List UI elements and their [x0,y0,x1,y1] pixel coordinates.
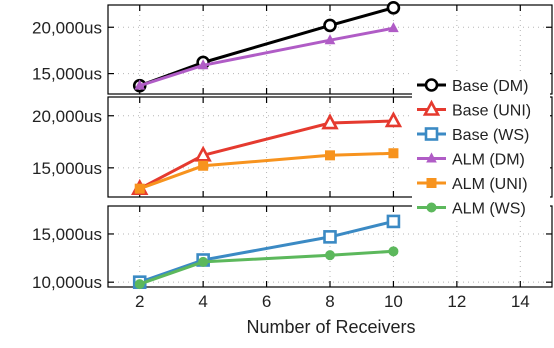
data-point [426,152,437,163]
data-point [194,145,212,162]
legend: Base (DM) Base (UNI) Base (WS) ALM (DM) ALM … [412,72,550,218]
data-point [323,18,337,33]
legend-item-alm_ws: ALM (WS) [417,201,526,218]
data-point [388,246,399,257]
legend-label: Base (DM) [452,78,528,95]
data-point [388,148,399,159]
data-point [386,214,401,229]
legend-label: ALM (DM) [452,152,525,169]
legend-label: ALM (UNI) [452,176,528,193]
legend-label: ALM (WS) [452,201,526,218]
legend-background [412,72,550,218]
y-tick-label: 10,000us [32,273,102,292]
x-tick-label: 6 [262,292,271,311]
data-point [198,160,209,171]
legend-label: Base (WS) [452,127,529,144]
x-tick-label: 2 [135,292,144,311]
legend-item-alm_uni: ALM (UNI) [417,176,528,193]
series-alm_uni [134,148,399,194]
y-tick-label: 20,000us [32,18,102,37]
series-line [139,219,394,284]
data-point [422,99,441,116]
x-tick-label: 14 [511,292,530,311]
series-line [139,26,394,88]
data-point [323,230,337,244]
data-point [426,202,437,213]
x-tick-label: 12 [447,292,466,311]
data-point [134,183,145,194]
data-point [134,279,145,290]
y-tick-label: 20,000us [32,107,102,126]
panel-bottom: 10,000us 15,000us [32,205,553,292]
data-point [384,111,403,128]
legend-item-base_ws: Base (WS) [417,127,529,144]
y-tick-label: 15,000us [32,65,102,84]
legend-label: Base (UNI) [452,103,531,120]
series-line [139,119,394,191]
data-point [134,79,146,90]
x-tick-label: 8 [325,292,334,311]
legend-item-base_uni: Base (UNI) [417,99,531,120]
series-line [139,151,394,191]
data-point [198,256,209,267]
data-point [386,0,401,15]
x-tick-label: 10 [384,292,403,311]
data-point [424,78,439,92]
y-tick-label: 15,000us [32,225,102,244]
legend-item-base_dm: Base (DM) [417,78,528,95]
series-alm_dm [134,22,399,90]
series-alm_ws [134,246,399,290]
x-axis: 2 4 6 8 10 12 14 [135,292,530,311]
data-point [424,127,439,141]
y-tick-label: 15,000us [32,159,102,178]
data-point [321,113,339,130]
x-tick-label: 4 [198,292,207,311]
x-axis-label: Number of Receivers [246,317,415,337]
panel-top: 15,000us 20,000us [32,0,553,95]
data-point [324,34,336,45]
data-point [197,59,209,70]
data-point [426,178,437,188]
chart-panels: 15,000us 20,000us 15,000us 20,000us 10,000us… [32,0,553,292]
data-point [325,150,335,161]
series-line [139,249,394,286]
data-point [388,22,399,33]
data-point [325,250,335,261]
legend-item-alm_dm: ALM (DM) [417,152,525,169]
